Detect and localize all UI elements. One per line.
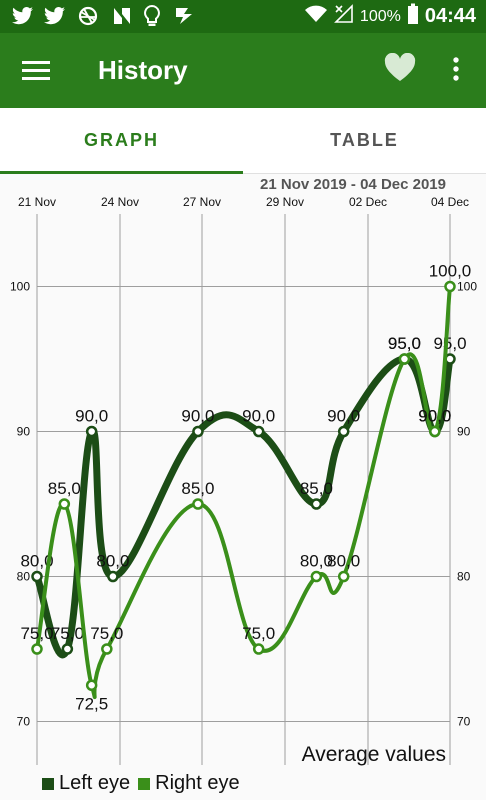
data-point bbox=[444, 280, 456, 293]
legend-swatch-right-eye bbox=[138, 777, 151, 790]
lightbulb-icon bbox=[144, 5, 160, 27]
data-label: 95,0 bbox=[388, 334, 421, 353]
tab-graph[interactable]: GRAPH bbox=[83, 130, 159, 150]
data-point bbox=[337, 425, 350, 438]
data-point bbox=[192, 498, 204, 510]
y-tick-label-left: 100 bbox=[10, 280, 30, 294]
legend-swatch-left-eye bbox=[42, 777, 54, 790]
page-title: History bbox=[98, 55, 188, 85]
data-point bbox=[61, 643, 74, 655]
data-label: 80,0 bbox=[327, 552, 360, 571]
data-label: 80,0 bbox=[96, 552, 129, 571]
x-tick-label: 21 Nov bbox=[18, 195, 56, 209]
data-label: 85,0 bbox=[181, 479, 214, 498]
data-label: 90,0 bbox=[418, 407, 451, 426]
data-point bbox=[398, 353, 411, 365]
n-app-icon bbox=[112, 5, 132, 27]
y-tick-label-left: 90 bbox=[17, 425, 31, 439]
x-tick-label: 24 Nov bbox=[101, 195, 139, 209]
wifi-icon bbox=[304, 4, 328, 29]
more-options-icon[interactable] bbox=[446, 55, 466, 85]
data-point bbox=[310, 498, 323, 510]
legend-label-right-eye: Right eye bbox=[155, 772, 240, 794]
data-label: 72,5 bbox=[75, 694, 108, 713]
signal-icon bbox=[333, 4, 354, 29]
data-point bbox=[252, 643, 265, 655]
data-point bbox=[192, 425, 204, 438]
data-point bbox=[101, 643, 113, 655]
battery-percent: 100% bbox=[359, 7, 401, 25]
clock: 04:44 bbox=[424, 5, 476, 27]
x-tick-label: 02 Dec bbox=[349, 195, 387, 209]
app-bar: History bbox=[0, 33, 486, 108]
tab-bar: GRAPH TABLE bbox=[0, 108, 486, 174]
data-label: 75,0 bbox=[20, 624, 53, 643]
selected-tab-indicator bbox=[0, 171, 243, 174]
y-tick-label-left: 80 bbox=[17, 570, 31, 584]
data-label: 75,0 bbox=[51, 624, 84, 643]
data-label: 90,0 bbox=[181, 407, 214, 426]
data-label: 90,0 bbox=[75, 407, 108, 426]
data-label: 85,0 bbox=[48, 479, 81, 498]
app-notification-icon bbox=[174, 5, 194, 27]
data-label: 80,0 bbox=[300, 552, 333, 571]
data-point bbox=[58, 498, 71, 510]
x-tick-label: 04 Dec bbox=[431, 195, 469, 209]
y-tick-label-right: 80 bbox=[457, 570, 471, 584]
data-point bbox=[31, 643, 43, 655]
y-tick-label-left: 70 bbox=[17, 715, 31, 729]
legend-label-left-eye: Left eye bbox=[59, 772, 131, 794]
data-label: 85,0 bbox=[300, 479, 333, 498]
chart-legend: Left eye Right eye bbox=[42, 772, 248, 795]
x-tick-label: 29 Nov bbox=[266, 195, 304, 209]
data-label: 80,0 bbox=[20, 552, 53, 571]
status-bar: 100% 04:44 bbox=[0, 0, 486, 33]
globe-icon bbox=[78, 5, 98, 27]
data-point bbox=[85, 679, 98, 691]
data-point bbox=[107, 570, 119, 583]
data-label: 90,0 bbox=[327, 407, 360, 426]
heart-icon[interactable] bbox=[384, 52, 416, 85]
battery-icon bbox=[407, 3, 419, 30]
date-range: 21 Nov 2019 - 04 Dec 2019 bbox=[260, 176, 446, 193]
data-label: 75,0 bbox=[90, 624, 123, 643]
legend-item-right-eye: Right eye bbox=[138, 772, 240, 795]
data-point bbox=[252, 425, 265, 438]
menu-icon[interactable] bbox=[22, 57, 50, 83]
data-label: 90,0 bbox=[242, 407, 275, 426]
y-tick-label-right: 100 bbox=[457, 280, 477, 294]
data-label: 75,0 bbox=[242, 624, 275, 643]
twitter-icon bbox=[12, 5, 34, 27]
data-point bbox=[85, 425, 98, 438]
y-tick-label-right: 90 bbox=[457, 425, 471, 439]
data-label: 100,0 bbox=[429, 262, 472, 281]
data-point bbox=[31, 570, 43, 583]
chart-footer-label: Average values bbox=[301, 743, 446, 766]
history-chart: 21 Nov 24 Nov 27 Nov 29 Nov 02 Dec 04 Dec 70 70… bbox=[10, 195, 477, 765]
y-tick-label-right: 70 bbox=[457, 715, 471, 729]
data-label: 95,0 bbox=[433, 334, 466, 353]
data-point bbox=[429, 425, 441, 438]
tab-table[interactable]: TABLE bbox=[330, 130, 399, 150]
x-tick-label: 27 Nov bbox=[183, 195, 221, 209]
data-point bbox=[337, 570, 350, 583]
legend-item-left-eye: Left eye bbox=[42, 772, 130, 795]
twitter-icon bbox=[44, 5, 66, 27]
data-point bbox=[310, 570, 323, 583]
data-label: 95,0 bbox=[388, 334, 421, 353]
